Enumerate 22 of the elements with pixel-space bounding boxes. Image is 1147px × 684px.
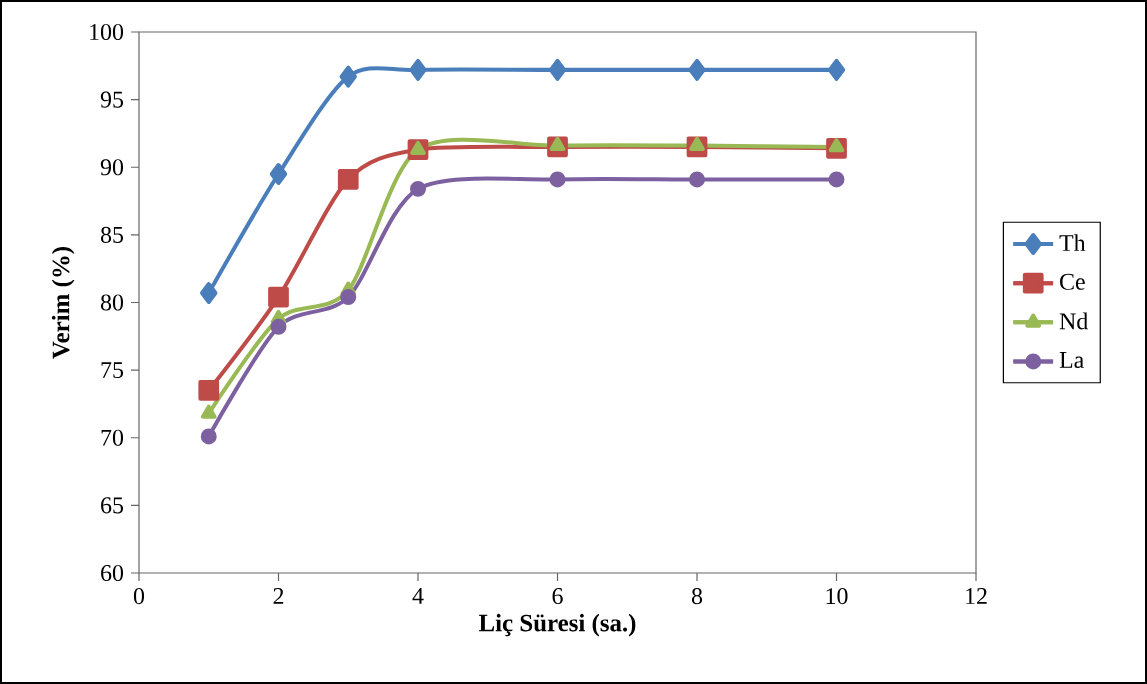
x-tick-label: 4: [412, 588, 424, 604]
y-tick-label: 100: [90, 23, 124, 41]
y-tick-label: 90: [100, 159, 124, 176]
x-tick-label: 10: [826, 588, 848, 605]
y-tick-label: 60: [101, 564, 124, 582]
x-tick-label: 8: [691, 588, 703, 605]
y-tick-label: 80: [100, 294, 124, 311]
x-axis-title: Liç Süresi (sa.): [478, 613, 636, 637]
legend-label: Ce: [1060, 273, 1085, 290]
y-tick-label: 85: [100, 226, 124, 243]
legend-label: Nd: [1059, 312, 1088, 330]
x-tick-label: 6: [552, 588, 563, 605]
y-tick-label: 95: [100, 91, 124, 108]
y-tick-label: 65: [101, 497, 124, 514]
legend-label: Th: [1059, 234, 1086, 251]
y-tick-label: 75: [101, 362, 124, 379]
y-tick-label: 70: [101, 429, 124, 446]
x-tick-label: 0: [133, 588, 145, 605]
x-tick-label: 2: [273, 588, 284, 604]
legend-label: La: [1059, 352, 1084, 368]
x-tick-label: 12: [966, 588, 987, 604]
y-axis-title: Verim (%): [51, 247, 75, 359]
